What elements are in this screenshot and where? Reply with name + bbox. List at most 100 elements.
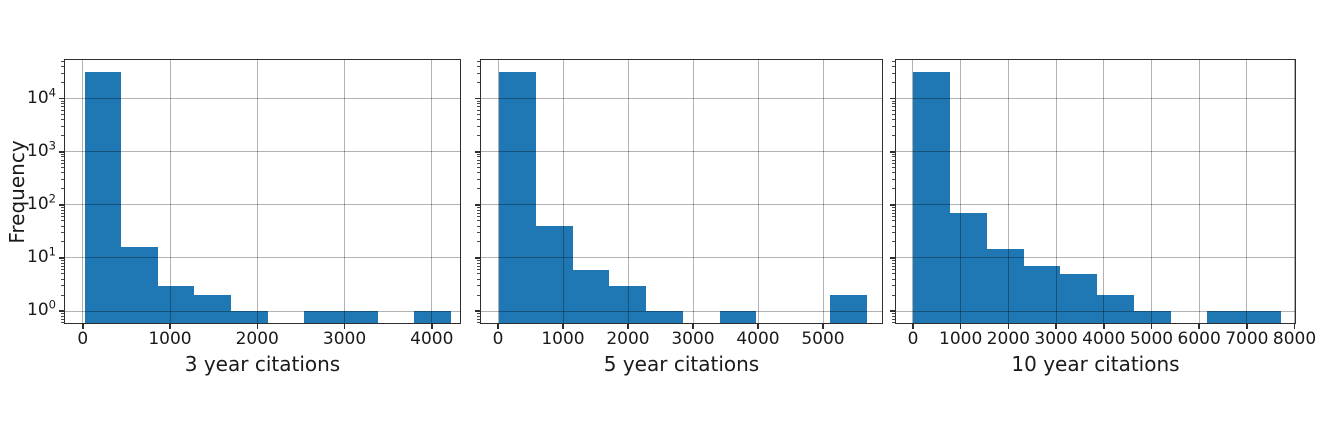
subplot-3-year-citations: 3 year citations 100 101 102 103 104 0 1000 200… (27, 59, 461, 375)
gridline-vertical (1150, 59, 1152, 324)
y-minor-tick (61, 135, 64, 137)
x-tick (822, 324, 824, 329)
y-minor-tick (892, 72, 895, 74)
x-tick (627, 324, 629, 329)
x-tick-label: 1000 (148, 329, 192, 349)
histogram-bar (536, 226, 573, 324)
y-minor-tick (61, 159, 64, 161)
y-minor-tick (477, 119, 480, 121)
gridline-vertical (431, 59, 433, 324)
y-minor-tick (477, 312, 480, 314)
y-minor-tick (892, 135, 895, 137)
y-minor-tick (61, 172, 64, 174)
y-tick-label: 103 (27, 138, 56, 161)
y-minor-tick (477, 265, 480, 267)
gridline-horizontal (895, 151, 1296, 153)
y-major-tick (59, 151, 64, 153)
y-minor-tick (477, 66, 480, 68)
y-minor-tick (61, 315, 64, 317)
histogram-bar (572, 269, 610, 324)
y-minor-tick (477, 262, 480, 264)
y-minor-tick (477, 172, 480, 174)
gridline-vertical (1103, 59, 1105, 324)
y-minor-tick (477, 159, 480, 161)
x-tick (912, 324, 914, 329)
gridline-vertical (627, 59, 629, 324)
x-tick-label: 7000 (1225, 329, 1269, 349)
y-major-tick (59, 204, 64, 206)
x-tick (1246, 324, 1248, 329)
gridline-vertical (1246, 59, 1248, 324)
histogram-bar (84, 71, 122, 324)
y-minor-tick (61, 262, 64, 264)
histogram-bar (1097, 295, 1134, 324)
y-minor-tick (477, 153, 480, 155)
histogram-bar (1207, 311, 1244, 324)
y-major-tick (890, 151, 895, 153)
y-minor-tick (61, 278, 64, 280)
histogram-bar (609, 285, 647, 324)
x-tick-label: 6000 (1177, 329, 1221, 349)
y-minor-tick (61, 103, 64, 105)
y-minor-tick (477, 125, 480, 127)
histogram-bar (986, 248, 1024, 324)
y-minor-tick (61, 61, 64, 63)
y-minor-tick (61, 220, 64, 222)
y-minor-tick (61, 72, 64, 74)
x-tick-label: 2000 (606, 329, 650, 349)
y-minor-tick (61, 294, 64, 296)
y-minor-tick (892, 100, 895, 102)
y-minor-tick (892, 209, 895, 211)
y-minor-tick (477, 269, 480, 271)
y-minor-tick (892, 216, 895, 218)
y-minor-tick (477, 167, 480, 169)
y-minor-tick (61, 209, 64, 211)
gridline-vertical (497, 59, 499, 324)
y-minor-tick (892, 66, 895, 68)
x-tick (757, 324, 759, 329)
gridline-vertical (960, 59, 962, 324)
x-tick-label: 2000 (986, 329, 1030, 349)
y-minor-tick (892, 172, 895, 174)
y-minor-tick (892, 225, 895, 227)
x-tick-label: 4000 (410, 329, 454, 349)
y-minor-tick (892, 103, 895, 105)
x-tick-label: 1000 (939, 329, 983, 349)
gridline-horizontal (480, 98, 883, 100)
x-tick-label: 8000 (1272, 329, 1317, 349)
y-minor-tick (892, 232, 895, 234)
x-tick-label: 5000 (801, 329, 845, 349)
y-minor-tick (61, 241, 64, 243)
x-tick (169, 324, 171, 329)
y-minor-tick (477, 156, 480, 158)
y-minor-tick (61, 119, 64, 121)
histogram-bar (1133, 311, 1171, 324)
y-minor-tick (61, 188, 64, 190)
histogram-bar (719, 311, 757, 324)
x-tick (562, 324, 564, 329)
y-major-tick (59, 310, 64, 312)
y-minor-tick (61, 153, 64, 155)
x-tick-label: 3000 (1034, 329, 1078, 349)
y-minor-tick (61, 269, 64, 271)
gridline-horizontal (895, 98, 1296, 100)
x-tick (1198, 324, 1200, 329)
gridline-vertical (1007, 59, 1009, 324)
histogram-bar (499, 71, 537, 324)
x-tick-label: 0 (907, 329, 919, 349)
y-tick-label: 102 (27, 191, 56, 214)
gridline-vertical (256, 59, 258, 324)
y-major-tick (475, 310, 480, 312)
y-minor-tick (61, 206, 64, 208)
histogram-bar (341, 311, 378, 324)
y-tick-label: 101 (27, 244, 56, 267)
x-tick (959, 324, 962, 329)
y-minor-tick (892, 259, 895, 261)
histogram-bar (157, 285, 195, 324)
y-minor-tick (61, 216, 64, 218)
x-tick (497, 324, 499, 329)
y-minor-tick (61, 106, 64, 108)
x-tick (256, 324, 258, 329)
y-minor-tick (477, 294, 480, 296)
